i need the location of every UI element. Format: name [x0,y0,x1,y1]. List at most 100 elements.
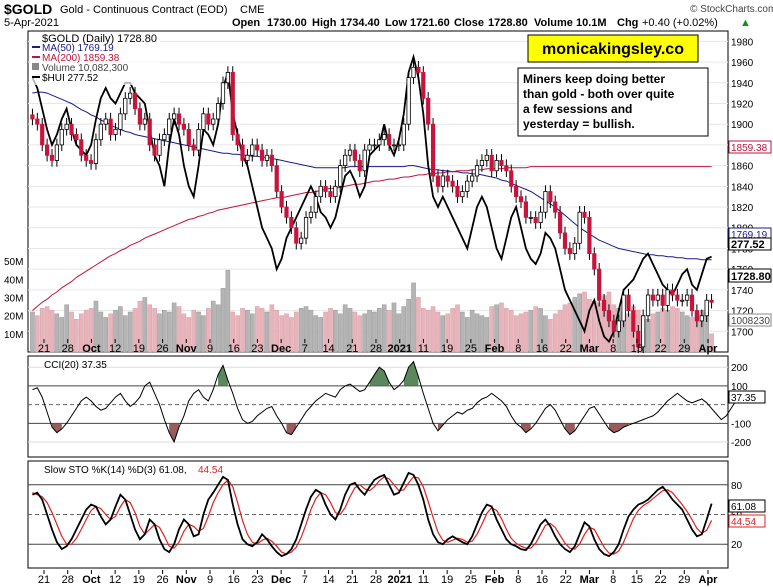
x-axis-mid-label: 9 [207,343,213,355]
volume-bar [171,302,177,353]
volume-bar [342,304,348,353]
volume-bar [230,311,236,353]
x-axis-bottom-label: 26 [156,574,168,586]
candle-body [489,154,494,172]
candle-body [357,160,362,172]
candle-body [308,211,314,218]
volume-bar [689,317,695,353]
candle-body [592,253,597,270]
x-axis-mid-label: 14 [322,343,334,355]
hui-line [31,53,712,344]
candle-body [162,134,167,141]
candle-body [543,191,548,213]
chg-up-arrow: ▲ [740,17,751,29]
sto-tick-label: 80 [731,481,743,492]
high-value: 1734.40 [340,17,380,29]
candle-body [660,294,665,306]
candle-body [577,211,582,244]
volume-bar [137,300,143,353]
x-axis-mid-label: 16 [228,343,240,355]
volume-bar [684,315,690,353]
volume-bar [670,306,675,353]
x-axis-mid-label: 21 [38,343,50,355]
candle-body [470,175,475,182]
volume-bar [543,315,548,353]
candle-body [499,160,504,167]
candle-body [421,72,426,99]
watermark: © StockCharts.com [690,4,773,15]
volume-bar [645,319,651,353]
candle-body [494,160,499,172]
volume-bar [445,313,451,353]
candle-body [435,175,441,187]
x-axis-bottom-label: 14 [322,574,334,586]
candle-body [64,123,69,130]
volume-bar [303,306,309,353]
candle-body [601,299,607,311]
ma50-label: 1769.19 [731,230,768,241]
candle-body [699,315,704,322]
x-axis-bottom-label: 25 [465,574,477,586]
volume-bar [675,308,680,353]
candle-body [416,66,421,73]
volume-bar [362,313,367,353]
candle-body [445,175,450,182]
price-tick-label: 1920 [731,99,754,110]
volume-bar [548,319,553,353]
candle-body [191,144,196,151]
x-axis-bottom-label: 22 [560,574,572,586]
volume-label-box [728,313,772,327]
volume-bar [513,315,519,353]
sto-legend-d: 44.54 [198,465,223,476]
price-tick-label: 1940 [731,79,754,90]
candle-body [230,72,235,135]
volume-bar [215,304,221,353]
x-axis-bottom-label: Feb [485,574,505,586]
x-axis-mid-label: 22 [654,343,666,355]
volume-bar [127,311,133,353]
candle-body [616,320,621,332]
volume-bar [132,308,138,353]
candle-body [132,92,138,110]
candle-body [128,92,133,99]
cci-layer: -200 -100 100 200 [28,360,751,449]
price-lines [31,53,712,344]
cci-last-box [728,390,766,404]
instrument-name: Gold - Continuous Contract (EOD) [60,4,228,16]
volume-bar [54,313,60,353]
x-axis-bottom-label: 9 [207,574,213,586]
volume-bar [552,313,558,353]
candle-body [518,196,524,203]
comment-line-3: a few sessions and [523,102,632,116]
candle-body [611,320,616,332]
x-axis-mid-label: 19 [133,343,145,355]
legend-volume: Volume 10,082,300 [42,63,129,74]
volume-bar [401,306,407,353]
x-axis-bottom-label: Apr [699,574,719,586]
candle-body [474,165,480,177]
volume-bar [289,317,294,353]
candle-body [255,144,260,151]
candle-body [152,144,157,156]
volume-bar [386,309,392,353]
volume-bar [98,311,104,353]
candle-body [181,123,187,130]
volume-bar [469,309,475,353]
candle-body [391,144,397,147]
volume-bar [35,315,40,353]
candle-body [553,201,558,213]
volume-bar [201,315,206,353]
candle-body [665,289,670,306]
volume-bar [655,311,661,353]
legend-gold: $GOLD (Daily) 1728.80 [42,33,157,45]
volume-bar [196,311,201,353]
volume-tick-label: 40M [4,275,23,286]
candle-body [294,227,299,244]
volume-bar [435,311,441,353]
candle-body [157,139,162,156]
brand-box [527,34,699,63]
candle-body [186,128,191,146]
volume-bar [518,313,524,353]
candle-body [333,185,338,198]
volume-bar [425,309,431,353]
